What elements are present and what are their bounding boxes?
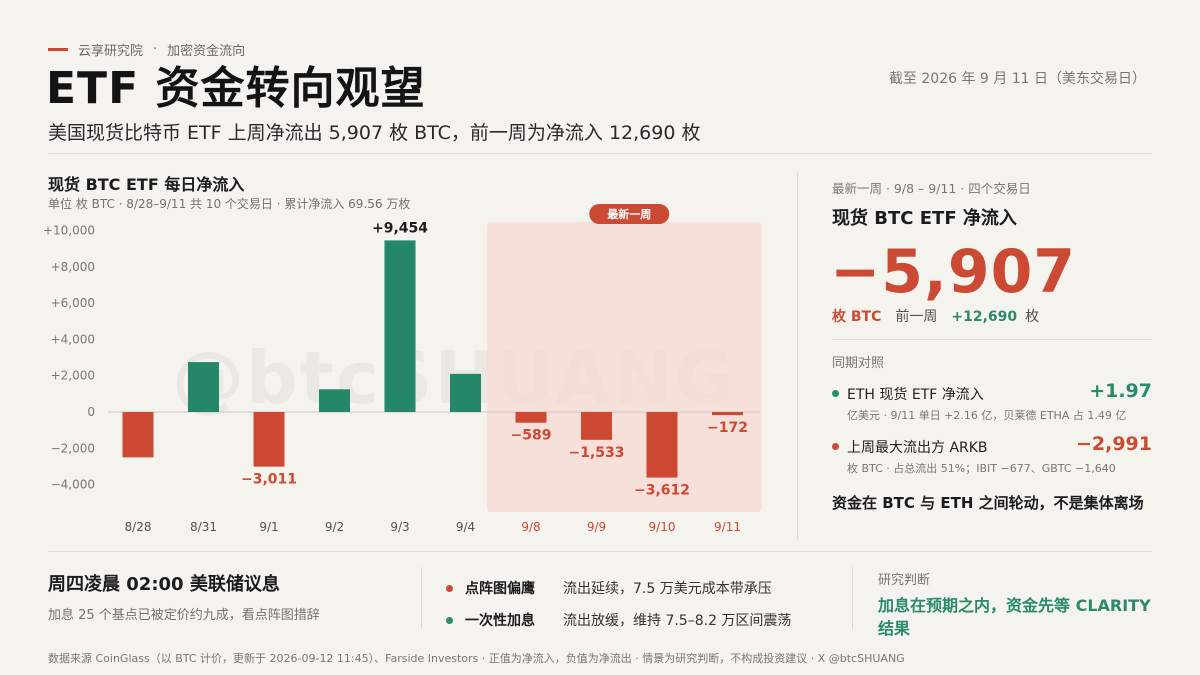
- kpi-title: 现货 BTC ETF 净流入: [832, 208, 1017, 229]
- x-tick-label-9/3: 9/3: [390, 520, 409, 534]
- y-tick-label: +10,000: [43, 224, 95, 238]
- scenario-name: 一次性加息: [465, 613, 535, 629]
- x-tick-label-9/9: 9/9: [587, 520, 606, 534]
- kpi-meta: 最新一周 · 9/8 – 9/11 · 四个交易日: [832, 181, 1031, 196]
- scenario-desc: 流出放缓，维持 7.5–8.2 万区间震荡: [563, 613, 792, 629]
- bar-9/2: [319, 389, 350, 412]
- comparison-note: 亿美元 · 9/11 单日 +2.16 亿，贝莱德 ETHA 占 1.49 亿: [847, 408, 1127, 422]
- data-label-9/1: −3,011: [241, 472, 297, 488]
- y-tick-label: −4,000: [51, 478, 95, 492]
- bar-9/10: [646, 412, 678, 478]
- chart-subtitle: 单位 枚 BTC · 8/28–9/11 共 10 个交易日 · 累计净流入 6…: [48, 197, 411, 211]
- bottom-divider: [48, 551, 1152, 552]
- page-subtitle: 美国现货比特币 ETF 上周净流出 5,907 枚 BTC，前一周为净流入 12…: [48, 122, 701, 144]
- kpi-unit: 枚 BTC: [832, 309, 882, 325]
- scenario-name: 点阵图偏鹰: [465, 581, 535, 597]
- x-tick-label-9/10: 9/10: [649, 520, 676, 534]
- highlight-badge-label: 最新一周: [607, 207, 651, 221]
- data-label-9/10: −3,612: [634, 483, 690, 499]
- y-tick-label: 0: [87, 405, 95, 419]
- comparison-item-eth: ETH 现货 ETF 净流入 +1.97 亿美元 · 9/11 单日 +2.16…: [832, 380, 1152, 423]
- bar-9/4: [450, 373, 481, 412]
- section-name: 加密资金流向: [167, 44, 246, 59]
- bar-chart: 最新一周 +10,000 +8,000 +6,000 +4,000 +2,000 0 −2,0…: [43, 204, 762, 534]
- section-divider: [797, 172, 798, 540]
- bar-9/3: [384, 240, 416, 412]
- bar-9/11: [712, 412, 743, 416]
- bar-9/8: [515, 412, 547, 423]
- green-dot-icon: [832, 390, 839, 397]
- brand-name: 云享研究院: [78, 44, 144, 59]
- scenario-hawkish: 点阵图偏鹰 流出延续，7.5 万美元成本带承压: [446, 578, 772, 598]
- judgment-text: 加息在预期之内，资金先等 CLARITY 结果: [878, 596, 1151, 638]
- y-tick-label: +2,000: [51, 369, 95, 383]
- kpi-prev-unit: 枚: [1025, 309, 1040, 325]
- kpi-detail-row: 枚 BTC 前一周 +12,690 枚: [832, 306, 1039, 326]
- kpi-prev-value: +12,690: [951, 309, 1018, 325]
- y-tick-label: +6,000: [51, 296, 95, 310]
- red-dot-icon: [446, 584, 453, 592]
- x-tick-label-9/2: 9/2: [325, 520, 344, 534]
- x-tick-label-9/8: 9/8: [521, 520, 540, 534]
- bar-9/1: [253, 412, 285, 467]
- data-label-9/8: −589: [511, 428, 552, 444]
- comparison-note: 枚 BTC · 占总流出 51%；IBIT −677、GBTC −1,640: [847, 461, 1116, 475]
- x-tick-label-9/1: 9/1: [259, 520, 278, 534]
- x-tick-label-8/31: 8/31: [190, 520, 217, 534]
- x-tick-label-8/28: 8/28: [125, 520, 152, 534]
- x-tick-label-9/11: 9/11: [714, 520, 741, 534]
- judgment-label: 研究判断: [878, 573, 931, 588]
- as-of-date: 截至 2026 年 9 月 11 日（美东交易日）: [888, 71, 1146, 87]
- scenario-desc: 流出延续，7.5 万美元成本带承压: [563, 581, 772, 597]
- brand-separator: ·: [153, 42, 158, 57]
- data-label-9/3: +9,454: [372, 220, 428, 236]
- comparison-value: +1.97: [1089, 380, 1152, 402]
- red-dot-icon: [832, 443, 839, 450]
- green-dot-icon: [446, 616, 453, 624]
- header-divider: [48, 153, 1152, 154]
- y-tick-label: +8,000: [51, 260, 95, 274]
- y-tick-label: +4,000: [51, 332, 95, 346]
- footer-source: 数据来源 CoinGlass（以 BTC 计价，更新于 2026-09-12 1…: [48, 652, 905, 665]
- y-tick-label: −2,000: [51, 441, 95, 455]
- brand-accent-bar: [48, 48, 68, 51]
- comparison-name: ETH 现货 ETF 净流入: [847, 386, 984, 403]
- comparison-name: 上周最大流出方 ARKB: [847, 439, 988, 456]
- kpi-prev-label: 前一周: [895, 309, 938, 325]
- kpi-divider: [832, 339, 1152, 340]
- data-label-9/11: −172: [707, 420, 748, 436]
- bar-8/31: [188, 362, 219, 412]
- comparison-conclusion: 资金在 BTC 与 ETH 之间轮动，不是集体离场: [832, 494, 1144, 512]
- page-title: ETF 资金转向观望: [46, 63, 426, 114]
- scenario-one-off-hike: 一次性加息 流出放缓，维持 7.5–8.2 万区间震荡: [446, 610, 791, 630]
- fed-subtitle: 加息 25 个基点已被定价约九成，看点阵图措辞: [48, 608, 320, 623]
- chart-title: 现货 BTC ETF 每日净流入: [48, 175, 245, 194]
- highlight-region: [487, 222, 762, 512]
- comparison-value: −2,991: [1075, 433, 1152, 455]
- fed-title: 周四凌晨 02:00 美联储议息: [48, 574, 280, 595]
- bar-9/9: [581, 412, 612, 440]
- bar-8/28: [122, 412, 154, 458]
- data-label-9/9: −1,533: [568, 445, 624, 461]
- highlight-badge: [589, 204, 670, 224]
- brand-row: 云享研究院 · 加密资金流向: [48, 40, 245, 59]
- comparison-item-arkb: 上周最大流出方 ARKB −2,991 枚 BTC · 占总流出 51%；IBI…: [832, 433, 1152, 476]
- comparison-label: 同期对照: [832, 356, 885, 371]
- judgment-divider: [852, 567, 853, 629]
- fed-divider: [421, 567, 422, 629]
- x-tick-label-9/4: 9/4: [456, 520, 475, 534]
- kpi-value: −5,907: [830, 237, 1077, 307]
